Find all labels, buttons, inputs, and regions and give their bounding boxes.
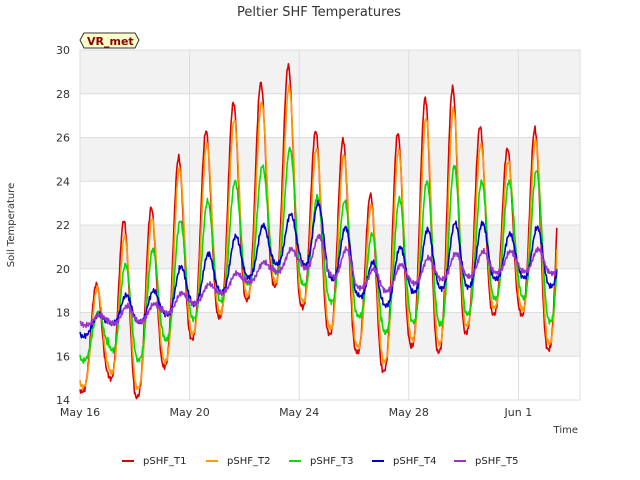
y-axis-ticks: 14 16 18 20 22 24 26 28 30 [56,44,70,407]
y-tick-label: 30 [56,44,70,57]
grid-band [80,137,580,182]
legend-label: pSHF_T3 [310,456,353,467]
legend-item: pSHF_T5 [454,456,518,467]
y-tick-label: 16 [56,350,70,363]
y-tick-label: 26 [56,132,70,145]
x-tick-label: May 20 [169,406,209,419]
badge-background [79,32,140,49]
series-lines [79,63,558,400]
badge-label: VR_met [87,35,134,48]
legend-label: pSHF_T1 [143,456,186,467]
series-line-pshf-t5 [79,233,558,329]
chart-title: Peltier SHF Temperatures [237,5,401,20]
legend-item: pSHF_T3 [289,456,353,467]
series-line-pshf-t4 [79,199,558,340]
y-tick-label: 14 [56,394,70,407]
y-tick-label: 28 [56,88,70,101]
plot-bands [80,50,580,357]
legend-item: pSHF_T1 [122,456,186,467]
grid-band [80,225,580,269]
legend-label: pSHF_T4 [393,456,436,467]
legend: pSHF_T1 pSHF_T2 pSHF_T3 pSHF_T4 pSHF_T5 [122,456,518,467]
legend-item: pSHF_T2 [206,456,270,467]
vr-met-badge: VR_met [79,32,140,49]
y-tick-label: 22 [56,219,70,232]
series-line-pshf-t2 [79,83,558,391]
x-axis-ticks: May 16 May 20 May 24 May 28 Jun 1 [60,406,532,419]
plot-area-border [79,49,581,401]
x-tick-label: May 28 [389,406,429,419]
legend-label: pSHF_T5 [475,456,518,467]
y-tick-label: 24 [56,175,70,188]
y-tick-label: 20 [56,263,70,276]
y-axis-label: Soil Temperature [6,183,17,268]
legend-label: pSHF_T2 [227,456,270,467]
x-tick-label: May 16 [60,406,100,419]
x-tick-label: May 24 [279,406,319,419]
x-axis-label: Time [553,425,578,436]
grid-band [80,50,580,94]
y-tick-label: 18 [56,307,70,320]
legend-item: pSHF_T4 [372,456,436,467]
x-tick-label: Jun 1 [504,406,533,419]
